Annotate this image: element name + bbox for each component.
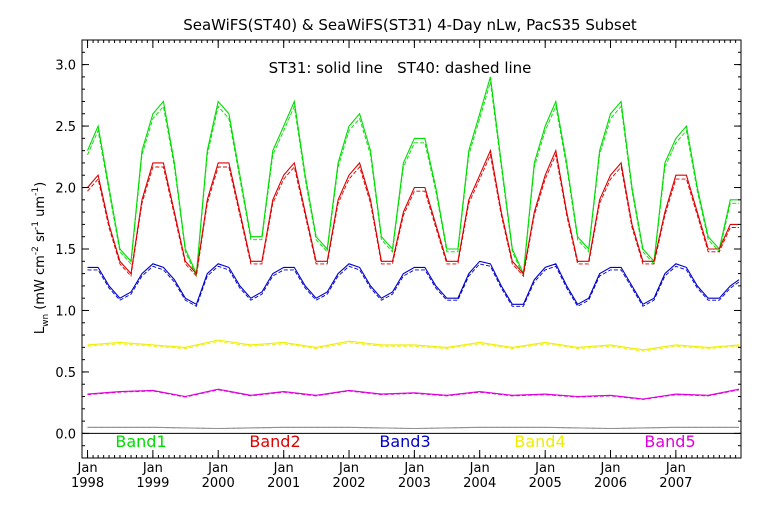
y-axis-label-close: ): [33, 182, 48, 187]
plot-lines: [86, 76, 740, 430]
y-axis-label-base: L: [33, 326, 48, 334]
series-line-band4-st40: [87, 340, 740, 352]
x-tick-label-year: 2001: [267, 476, 300, 491]
x-tick-label-month: Jan: [77, 461, 98, 476]
chart-annotation: ST31: solid line ST40: dashed line: [269, 59, 532, 77]
axes: 0.00.51.01.52.02.53.0Jan1998Jan1999Jan20…: [55, 39, 742, 491]
series-line-band3-st40: [87, 263, 740, 307]
y-tick-label: 0.0: [55, 427, 76, 442]
legend-entry-band5: Band5: [644, 432, 695, 451]
x-tick-label-year: 1999: [136, 476, 169, 491]
y-axis-label-mid1: sr: [33, 229, 48, 246]
y-axis-label-exp2: -1: [31, 221, 41, 230]
x-tick-label-month: Jan: [600, 461, 621, 476]
x-tick-label-year: 2007: [659, 476, 692, 491]
x-tick-label-year: 2005: [529, 476, 562, 491]
x-tick-label-month: Jan: [665, 461, 686, 476]
series-line-band4-st31: [87, 339, 740, 351]
y-axis-label-exp3: -1: [31, 187, 41, 196]
y-tick-label: 1.5: [55, 243, 76, 258]
chart-title: SeaWiFS(ST40) & SeaWiFS(ST31) 4-Day nLw,…: [183, 16, 637, 34]
series-line-band6-st40: [87, 426, 739, 430]
y-tick-label: 2.0: [55, 182, 76, 197]
x-tick-label-year: 2006: [594, 476, 627, 491]
legend-entry-band4: Band4: [514, 432, 565, 451]
x-tick-label-month: Jan: [142, 461, 163, 476]
series-line-band2-st40: [87, 153, 739, 277]
x-tick-label-month: Jan: [469, 461, 490, 476]
svg-text:Lwn (mW cm-2 sr-1 um-1): Lwn (mW cm-2 sr-1 um-1): [31, 182, 51, 334]
x-tick-label-year: 2000: [202, 476, 235, 491]
y-tick-label: 2.5: [55, 120, 76, 135]
x-tick-label-year: 2002: [332, 476, 365, 491]
x-tick-label-year: 2004: [463, 476, 496, 491]
x-tick-label-month: Jan: [338, 461, 359, 476]
series-line-band5-st31: [87, 388, 740, 400]
x-tick-label-month: Jan: [207, 461, 228, 476]
x-tick-label-month: Jan: [273, 461, 294, 476]
x-tick-label-month: Jan: [534, 461, 555, 476]
x-tick-label-year: 1998: [71, 476, 104, 491]
y-tick-label: 0.5: [55, 366, 76, 381]
series-line-band1-st31: [86, 76, 739, 276]
y-tick-label: 3.0: [55, 59, 76, 74]
y-axis-label: Lwn (mW cm-2 sr-1 um-1): [31, 182, 51, 334]
legend-entry-band1: Band1: [115, 432, 166, 451]
y-axis-label-mid2: um: [33, 196, 48, 221]
legend-entry-band2: Band2: [249, 432, 300, 451]
series-line-band2-st31: [87, 148, 739, 275]
series-line-band5-st40: [87, 389, 740, 400]
series-line-band3-st31: [87, 260, 740, 306]
y-axis-label-subscript: wn: [41, 314, 51, 327]
legend: Band1 Band2 Band3 Band4 Band5: [115, 432, 695, 451]
y-axis-label-exp1: -2: [31, 246, 41, 255]
x-tick-label-month: Jan: [403, 461, 424, 476]
series-line-band1-st40: [87, 82, 739, 278]
x-tick-label-year: 2003: [398, 476, 431, 491]
legend-entry-band3: Band3: [379, 432, 430, 451]
y-tick-label: 1.0: [55, 304, 76, 319]
y-axis-label-open: (mW cm: [33, 255, 48, 314]
